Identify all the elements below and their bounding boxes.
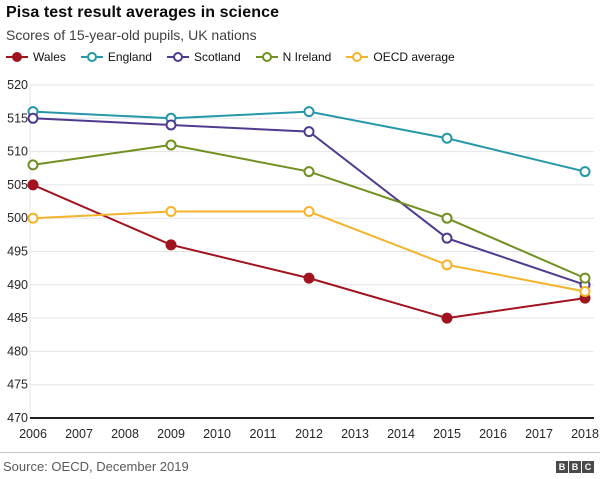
- legend-item-scotland: Scotland: [166, 50, 241, 64]
- data-point-n-ireland: [441, 212, 453, 224]
- chart-subtitle: Scores of 15-year-old pupils, UK nations: [6, 27, 257, 43]
- x-tick-label: 2018: [571, 427, 599, 441]
- data-point-england: [303, 106, 315, 118]
- bbc-logo-letter: C: [582, 461, 594, 473]
- source-attribution: Source: OECD, December 2019: [3, 459, 189, 474]
- data-point-oecd-average: [441, 259, 453, 271]
- y-tick-label: 485: [7, 311, 28, 325]
- data-point-n-ireland: [165, 139, 177, 151]
- y-tick-label: 500: [7, 211, 28, 225]
- y-tick-label: 480: [7, 344, 28, 358]
- legend-label: Scotland: [193, 50, 241, 64]
- legend-marker-icon: [346, 52, 369, 62]
- y-tick-label: 470: [7, 411, 28, 425]
- x-tick-label: 2009: [157, 427, 185, 441]
- x-tick-label: 2006: [19, 427, 47, 441]
- y-tick-label: 490: [7, 278, 28, 292]
- x-tick-label: 2017: [525, 427, 553, 441]
- legend-marker-icon: [80, 52, 103, 62]
- y-tick-label: 515: [7, 111, 28, 125]
- legend-item-england: England: [80, 50, 152, 64]
- chart-legend: Wales England Scotland N Ireland OECD averag…: [6, 50, 455, 64]
- page-title: Pisa test result averages in science: [6, 4, 280, 21]
- legend-label: England: [107, 50, 152, 64]
- x-tick-label: 2007: [65, 427, 93, 441]
- y-tick-label: 475: [7, 378, 28, 392]
- data-point-scotland: [441, 232, 453, 244]
- footer-divider: [0, 452, 600, 453]
- data-point-wales: [441, 312, 453, 324]
- data-point-england: [441, 132, 453, 144]
- legend-label: OECD average: [373, 50, 455, 64]
- x-tick-label: 2008: [111, 427, 139, 441]
- data-point-oecd-average: [303, 206, 315, 218]
- series-line-scotland: [32, 117, 586, 286]
- bbc-logo: B B C: [556, 461, 594, 473]
- data-point-scotland: [165, 119, 177, 131]
- data-point-oecd-average: [165, 206, 177, 218]
- data-point-scotland: [27, 112, 39, 124]
- legend-marker-icon: [6, 52, 28, 62]
- series-line-england: [32, 110, 586, 173]
- legend-item-n-ireland: N Ireland: [255, 50, 332, 64]
- y-tick-label: 520: [7, 78, 28, 92]
- data-point-n-ireland: [303, 166, 315, 178]
- bbc-logo-letter: B: [556, 461, 568, 473]
- x-tick-label: 2012: [295, 427, 323, 441]
- x-tick-label: 2016: [479, 427, 507, 441]
- data-point-oecd-average: [579, 285, 591, 297]
- legend-marker-icon: [255, 52, 278, 62]
- y-tick-label: 505: [7, 178, 28, 192]
- bbc-logo-letter: B: [569, 461, 581, 473]
- data-point-wales: [165, 239, 177, 251]
- x-tick-label: 2013: [341, 427, 369, 441]
- legend-item-oecd-average: OECD average: [346, 50, 455, 64]
- y-tick-label: 495: [7, 245, 28, 259]
- x-tick-label: 2015: [433, 427, 461, 441]
- data-point-n-ireland: [579, 272, 591, 284]
- data-point-wales: [27, 179, 39, 191]
- legend-label: N Ireland: [282, 50, 332, 64]
- legend-marker-icon: [166, 52, 189, 62]
- data-point-n-ireland: [27, 159, 39, 171]
- x-tick-label: 2014: [387, 427, 415, 441]
- legend-label: Wales: [33, 50, 66, 64]
- data-point-wales: [303, 272, 315, 284]
- data-point-oecd-average: [27, 212, 39, 224]
- data-point-scotland: [303, 126, 315, 138]
- legend-item-wales: Wales: [6, 50, 66, 64]
- data-point-england: [579, 166, 591, 178]
- x-tick-label: 2011: [250, 427, 277, 441]
- y-tick-label: 510: [7, 145, 28, 159]
- x-tick-label: 2010: [203, 427, 231, 441]
